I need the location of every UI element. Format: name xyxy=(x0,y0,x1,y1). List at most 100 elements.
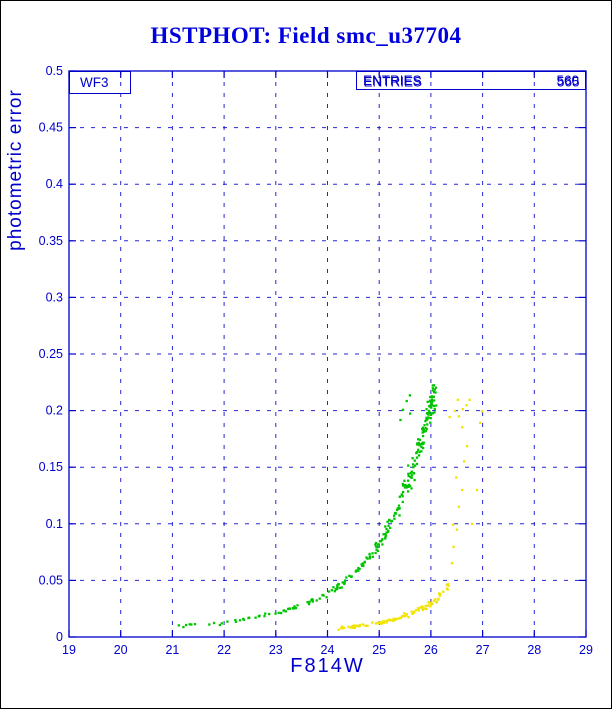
data-point xyxy=(374,543,377,546)
x-tick-label: 22 xyxy=(217,643,231,657)
data-point xyxy=(238,619,242,622)
data-point xyxy=(455,528,459,531)
data-point xyxy=(355,569,358,572)
data-point xyxy=(415,456,419,459)
data-point xyxy=(381,620,384,623)
data-point xyxy=(248,616,251,619)
data-point xyxy=(456,398,459,401)
data-point xyxy=(481,410,484,413)
data-point xyxy=(277,611,280,614)
data-point xyxy=(288,607,292,611)
data-point xyxy=(433,411,436,414)
data-point xyxy=(308,600,311,604)
data-point xyxy=(371,552,374,555)
data-point xyxy=(315,599,318,602)
data-point xyxy=(452,545,455,549)
data-point xyxy=(429,413,433,416)
data-point xyxy=(193,623,197,626)
data-point xyxy=(450,562,454,565)
data-point xyxy=(263,614,266,618)
data-point xyxy=(384,534,388,537)
y-tick-label: 0.45 xyxy=(39,121,63,135)
entries-value-a: 560 xyxy=(556,73,579,88)
data-point xyxy=(429,603,432,606)
camera-label: WF3 xyxy=(80,75,109,90)
data-point xyxy=(427,413,430,416)
data-point xyxy=(393,511,397,515)
data-point xyxy=(424,429,427,433)
data-point xyxy=(428,411,431,414)
data-point xyxy=(424,605,427,608)
data-point xyxy=(385,531,388,534)
data-point xyxy=(432,399,436,402)
data-point xyxy=(379,540,382,543)
data-point xyxy=(417,448,420,451)
data-point xyxy=(360,564,364,567)
y-tick-label: 0.4 xyxy=(46,177,63,191)
data-point xyxy=(310,598,313,602)
data-point xyxy=(294,607,298,610)
data-point xyxy=(425,418,428,421)
data-point xyxy=(428,405,431,408)
data-point xyxy=(397,617,401,620)
data-point xyxy=(292,607,295,610)
data-point xyxy=(407,474,410,478)
x-tick-label: 20 xyxy=(114,643,128,657)
data-point xyxy=(407,472,410,475)
data-point xyxy=(306,601,309,604)
data-point xyxy=(293,606,296,609)
data-point xyxy=(421,446,425,450)
data-point xyxy=(460,488,464,492)
data-point xyxy=(435,601,438,604)
data-point xyxy=(399,616,402,620)
data-point xyxy=(360,563,363,566)
data-point xyxy=(188,623,191,626)
data-point xyxy=(392,617,395,620)
entries-row-b: ENTRIES 565 xyxy=(358,74,586,91)
data-point xyxy=(383,620,387,623)
y-tick-label: 0.2 xyxy=(46,404,63,418)
data-point xyxy=(212,621,216,625)
data-point xyxy=(406,484,409,487)
data-point xyxy=(412,472,415,475)
data-point xyxy=(336,586,339,589)
data-point xyxy=(418,450,421,454)
data-point xyxy=(413,478,416,482)
data-point xyxy=(384,532,387,536)
data-point xyxy=(432,599,436,602)
data-point xyxy=(410,476,413,479)
data-point xyxy=(406,490,410,493)
data-point xyxy=(447,584,450,587)
x-tick-label: 26 xyxy=(424,643,438,657)
data-point xyxy=(307,602,311,606)
data-point xyxy=(182,625,185,629)
data-point xyxy=(371,621,374,624)
data-point xyxy=(407,616,410,619)
data-point xyxy=(387,524,390,527)
data-point xyxy=(343,579,347,582)
data-point xyxy=(419,606,422,609)
x-tick-label: 28 xyxy=(527,643,541,657)
data-point xyxy=(411,463,415,466)
data-point xyxy=(388,526,392,530)
data-point xyxy=(417,441,420,445)
data-point xyxy=(362,564,365,568)
data-point xyxy=(284,610,287,613)
data-point xyxy=(422,430,426,433)
data-point xyxy=(376,543,380,546)
data-point xyxy=(337,628,340,631)
data-point xyxy=(386,529,390,533)
data-point xyxy=(336,587,339,591)
data-point xyxy=(407,483,411,487)
data-point xyxy=(393,517,396,520)
data-point xyxy=(445,587,449,590)
data-point xyxy=(420,445,423,449)
data-point xyxy=(388,619,392,622)
data-point xyxy=(421,434,425,438)
data-point xyxy=(385,621,388,624)
data-point xyxy=(392,514,396,517)
data-point xyxy=(384,525,387,528)
data-point xyxy=(403,479,406,482)
data-point xyxy=(351,626,355,629)
data-point xyxy=(426,400,429,404)
